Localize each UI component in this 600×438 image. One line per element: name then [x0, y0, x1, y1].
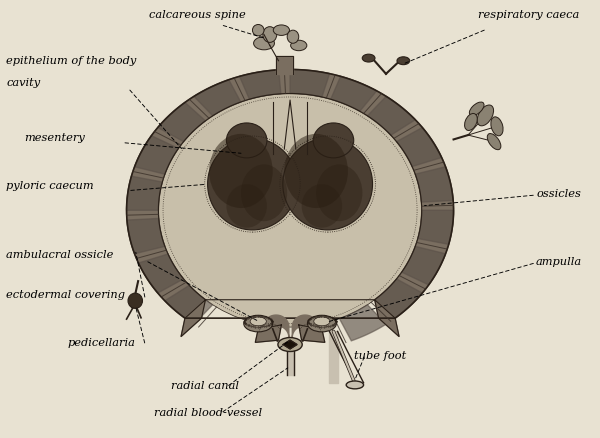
Polygon shape: [165, 285, 212, 324]
Polygon shape: [127, 219, 165, 254]
Text: radial blood-vessel: radial blood-vessel: [154, 408, 262, 418]
Ellipse shape: [208, 138, 297, 230]
Ellipse shape: [263, 27, 277, 42]
Ellipse shape: [346, 381, 364, 389]
Polygon shape: [397, 127, 442, 166]
Ellipse shape: [302, 184, 342, 228]
Ellipse shape: [226, 184, 267, 228]
Text: calcareous spine: calcareous spine: [149, 11, 246, 20]
Polygon shape: [139, 254, 184, 293]
Ellipse shape: [254, 37, 274, 50]
Ellipse shape: [314, 317, 330, 326]
Polygon shape: [283, 340, 297, 349]
Polygon shape: [374, 279, 422, 318]
Ellipse shape: [316, 164, 362, 221]
Ellipse shape: [477, 105, 494, 126]
Ellipse shape: [244, 315, 273, 332]
Polygon shape: [402, 246, 446, 285]
Ellipse shape: [158, 93, 422, 327]
Text: ectodermal covering: ectodermal covering: [7, 290, 125, 300]
Text: pedicellaria: pedicellaria: [67, 338, 135, 348]
Polygon shape: [418, 210, 454, 244]
Text: mesentery: mesentery: [24, 133, 85, 143]
Text: epithelium of the body: epithelium of the body: [7, 56, 137, 66]
Ellipse shape: [491, 117, 503, 136]
Polygon shape: [367, 96, 415, 135]
Polygon shape: [239, 70, 281, 99]
Polygon shape: [256, 325, 281, 343]
Polygon shape: [374, 300, 399, 336]
Ellipse shape: [464, 113, 477, 131]
Ellipse shape: [250, 317, 266, 326]
Polygon shape: [127, 70, 454, 318]
Text: cavity: cavity: [7, 78, 41, 88]
Ellipse shape: [469, 102, 484, 116]
Ellipse shape: [241, 164, 287, 221]
Ellipse shape: [278, 338, 302, 352]
Polygon shape: [158, 102, 205, 141]
Ellipse shape: [226, 123, 267, 158]
Text: tube foot: tube foot: [354, 351, 406, 361]
Ellipse shape: [487, 134, 501, 150]
Text: ossicles: ossicles: [536, 189, 581, 199]
Ellipse shape: [209, 134, 273, 208]
Ellipse shape: [287, 30, 299, 43]
Text: respiratory caeca: respiratory caeca: [478, 11, 580, 20]
Polygon shape: [181, 300, 205, 336]
Text: ampulla: ampulla: [536, 257, 582, 267]
Polygon shape: [340, 305, 386, 341]
Ellipse shape: [273, 25, 289, 35]
Ellipse shape: [283, 138, 373, 230]
Ellipse shape: [290, 40, 307, 51]
Ellipse shape: [253, 25, 264, 36]
Polygon shape: [127, 176, 163, 210]
Ellipse shape: [397, 57, 410, 65]
Text: pyloric caecum: pyloric caecum: [7, 180, 94, 191]
Polygon shape: [331, 76, 377, 111]
Text: radial canal: radial canal: [172, 381, 239, 392]
Ellipse shape: [362, 54, 375, 62]
Polygon shape: [290, 70, 329, 97]
Polygon shape: [299, 325, 325, 343]
Ellipse shape: [313, 123, 354, 158]
Text: ambulacral ossicle: ambulacral ossicle: [7, 251, 114, 261]
Polygon shape: [134, 136, 178, 174]
Ellipse shape: [284, 134, 348, 208]
Ellipse shape: [307, 315, 337, 332]
Polygon shape: [415, 167, 453, 202]
Polygon shape: [194, 80, 241, 116]
Ellipse shape: [128, 293, 142, 308]
